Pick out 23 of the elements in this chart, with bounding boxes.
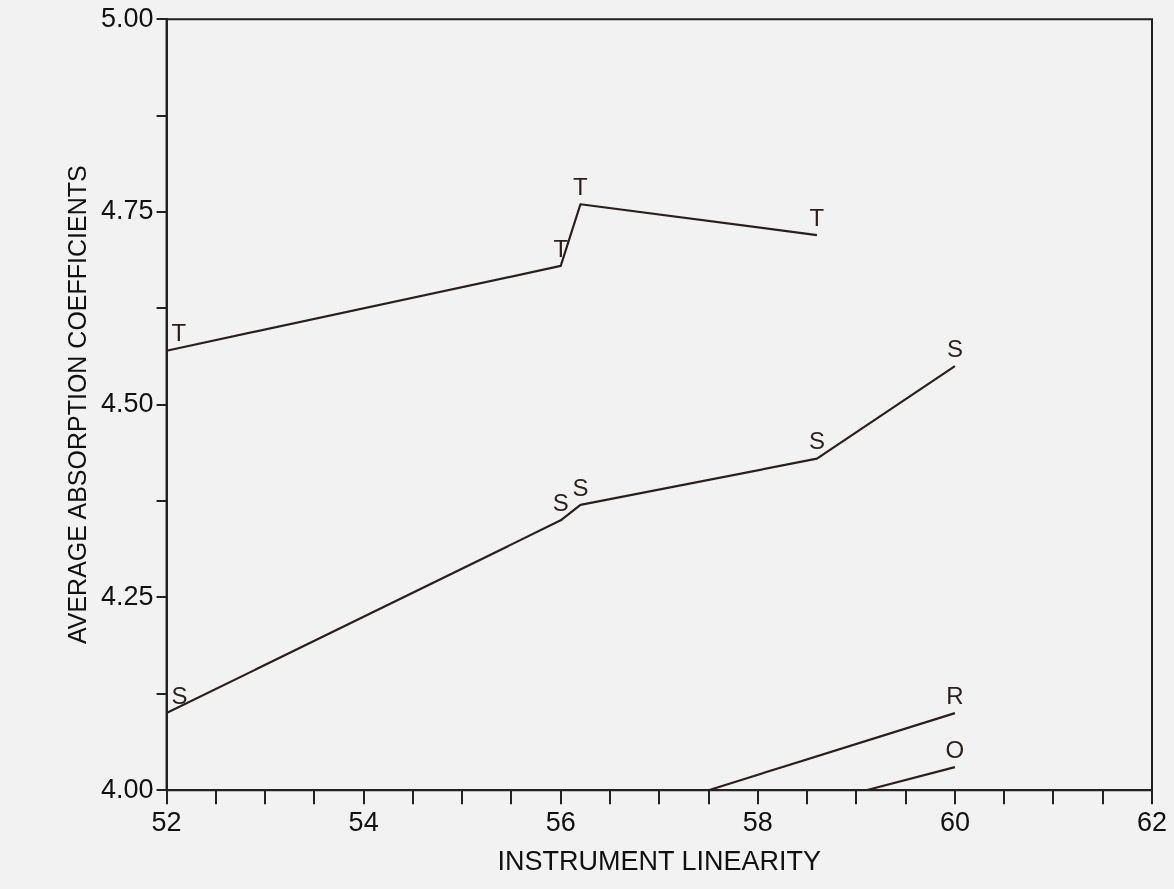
y-tick-label: 5.00	[100, 2, 154, 33]
x-tick-label: 52	[151, 806, 182, 837]
text: T	[573, 172, 588, 200]
series-label: T	[171, 319, 187, 347]
y-tick-label: 4.50	[100, 388, 154, 419]
text: S	[171, 681, 188, 709]
y-tick-label: 4.75	[100, 195, 154, 226]
text: S	[946, 334, 963, 362]
y-axis-title: AVERAGE ABSORPTION COEFFICIENTS	[62, 165, 91, 645]
text: S	[572, 473, 589, 501]
x-tick-label: 54	[348, 806, 379, 837]
x-tick-label: 60	[939, 806, 970, 837]
series-label: O	[945, 735, 965, 763]
x-tick-label: 58	[742, 806, 773, 837]
text: T	[809, 203, 825, 231]
text: S	[552, 488, 569, 516]
x-tick-label: 56	[545, 806, 576, 837]
y-tick-label: 4.25	[100, 580, 154, 611]
series-label: R	[946, 681, 964, 709]
y-tick-label: 4.00	[100, 773, 154, 804]
x-axis-title: INSTRUMENT LINEARITY	[497, 846, 822, 877]
x-tick-label: 62	[1136, 806, 1168, 837]
series-label: S	[808, 427, 825, 455]
